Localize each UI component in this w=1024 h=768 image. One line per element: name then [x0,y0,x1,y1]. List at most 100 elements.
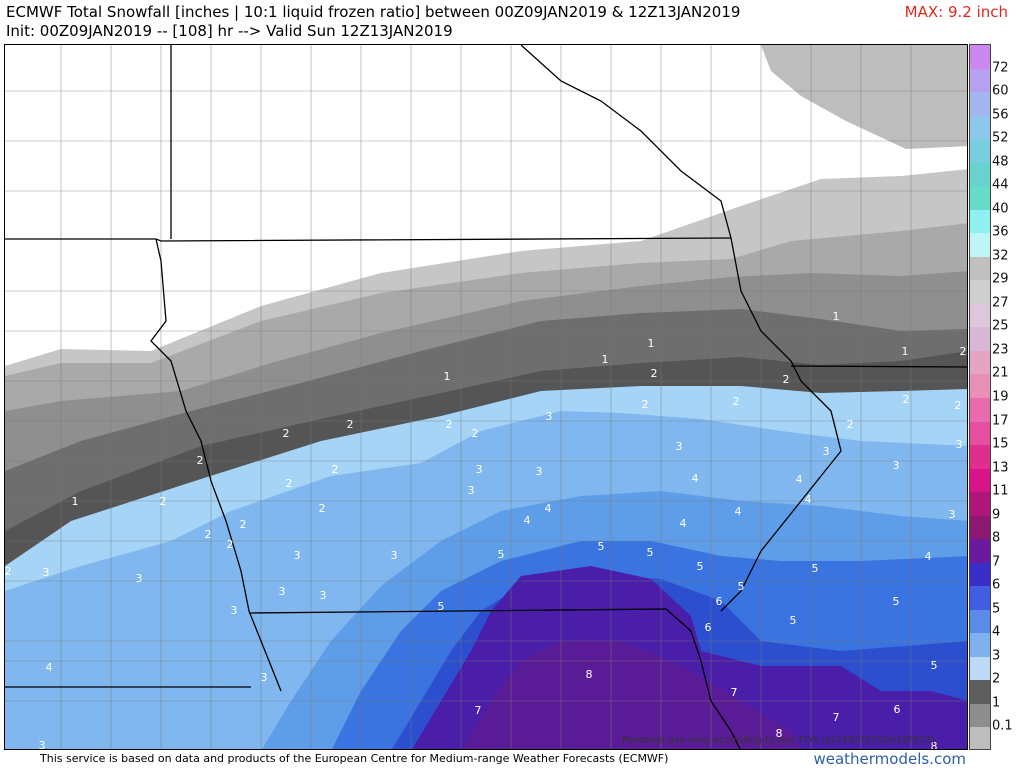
colorbar-label: 21 [992,365,1009,381]
colorbar-label: 17 [992,413,1009,429]
snowfall-value-label: 8 [931,740,938,750]
snowfall-value-label: 5 [790,614,797,627]
snowfall-value-label: 1 [72,495,79,508]
colorbar-label: 7 [992,554,1001,570]
colorbar-segment [970,586,990,610]
colorbar-segment [970,68,990,93]
snowfall-value-label: 2 [240,518,247,531]
band-9 [462,641,800,749]
snowfall-value-label: 2 [319,502,326,515]
snowfall-value-label: 2 [651,367,658,380]
snowfall-value-label: 5 [647,546,654,559]
colorbar-label: 48 [992,154,1009,170]
colorbar-label: 32 [992,248,1009,264]
snowfall-value-label: 2 [642,398,649,411]
snowfall-value-label: 2 [160,495,167,508]
snowfall-value-label: 3 [956,438,963,451]
snowfall-value-label: 2 [347,418,354,431]
snowfall-value-label: 2 [960,345,967,358]
snowfall-value-label: 5 [812,562,819,575]
snowfall-value-label: 2 [733,395,740,408]
snowfall-value-label: 4 [524,514,531,527]
colorbar-segment [970,539,990,563]
colorbar-label: 1 [992,695,1001,711]
colorbar-label: 56 [992,107,1009,123]
snowfall-value-label: 5 [498,548,505,561]
snowfall-value-label: 3 [39,739,46,750]
snowfall-value-label: 5 [697,560,704,573]
colorbar-segment [970,703,990,728]
snowfall-value-label: 7 [731,686,738,699]
colorbar-labels: 72 60 56 52 48 44 40 36 32 29 27 25 23 21 19 17 15 13 11 9 8… [992,44,1022,750]
snowfall-value-label: 5 [893,595,900,608]
colorbar-segment [970,162,990,187]
snowfall-value-label: 2 [332,463,339,476]
snowfall-value-label: 1 [444,370,451,383]
colorbar-segment [970,186,990,210]
snowfall-value-label: 4 [805,493,812,506]
snowfall-value-label: 2 [472,427,479,440]
colorbar-label: 40 [992,201,1009,217]
colorbar-label: 52 [992,130,1009,146]
colorbar-label: 5 [992,601,1001,617]
colorbar-label: 8 [992,530,1001,546]
snowfall-colorbar [969,44,991,750]
brand-link[interactable]: weathermodels.com [813,750,966,768]
snowfall-value-label: 4 [46,661,53,674]
colorbar-label: 36 [992,224,1009,240]
usage-note: Personal use only according to our TOS (… [622,735,936,746]
snowfall-value-label: 1 [833,310,840,323]
snowfall-value-label: 6 [705,621,712,634]
colorbar-segment [970,233,990,257]
colorbar-label: 72 [992,60,1009,76]
snowfall-value-label: 6 [894,703,901,716]
colorbar-label: 0.1 [992,718,1013,734]
colorbar-segment [970,680,990,704]
snowfall-value-label: 3 [468,484,475,497]
colorbar-label: 15 [992,436,1009,452]
colorbar-segment [970,421,990,446]
colorbar-segment [970,350,990,375]
snowfall-value-label: 4 [545,502,552,515]
snowfall-value-label: 2 [227,538,234,551]
snowfall-value-label: 4 [680,517,687,530]
max-value-label: MAX: 9.2 inch [904,3,1008,21]
colorbar-segment [970,515,990,540]
snowfall-value-label: 3 [676,440,683,453]
snowfall-value-label: 2 [903,393,910,406]
snowfall-value-label: 2 [446,418,453,431]
snowfall-value-label: 3 [231,604,238,617]
snowfall-value-label: 3 [261,671,268,684]
snowfall-value-label: 3 [391,549,398,562]
footer-disclaimer: This service is based on data and produc… [40,752,669,765]
state-borders [5,45,967,749]
colorbar-label: 3 [992,648,1001,664]
snowfall-value-label: 1 [602,353,609,366]
snowfall-value-label: 4 [925,550,932,563]
snowfall-value-label: 1 [648,337,655,350]
colorbar-segment [970,115,990,140]
snowfall-value-label: 6 [716,595,723,608]
snowfall-value-label: 5 [931,659,938,672]
snowfall-value-label: 7 [475,704,482,717]
snowfall-value-label: 8 [776,727,783,740]
map-title: ECMWF Total Snowfall [inches | 10:1 liqu… [6,3,741,21]
colorbar-segment [970,445,990,469]
snowfall-value-label: 3 [476,463,483,476]
band-4-west [5,591,241,701]
colorbar-label: 2 [992,671,1001,687]
snowfall-value-label: 4 [796,473,803,486]
snowfall-value-label: 3 [320,589,327,602]
colorbar-segment [970,374,990,398]
colorbar-segment [970,492,990,516]
colorbar-segment [970,209,990,234]
band-0-1-ne [761,45,967,149]
colorbar-label: 23 [992,342,1009,358]
snowfall-value-label: 1 [902,345,909,358]
snowfall-value-label: 4 [692,472,699,485]
colorbar-label: 9 [992,507,1001,523]
snowfall-value-label: 3 [546,410,553,423]
